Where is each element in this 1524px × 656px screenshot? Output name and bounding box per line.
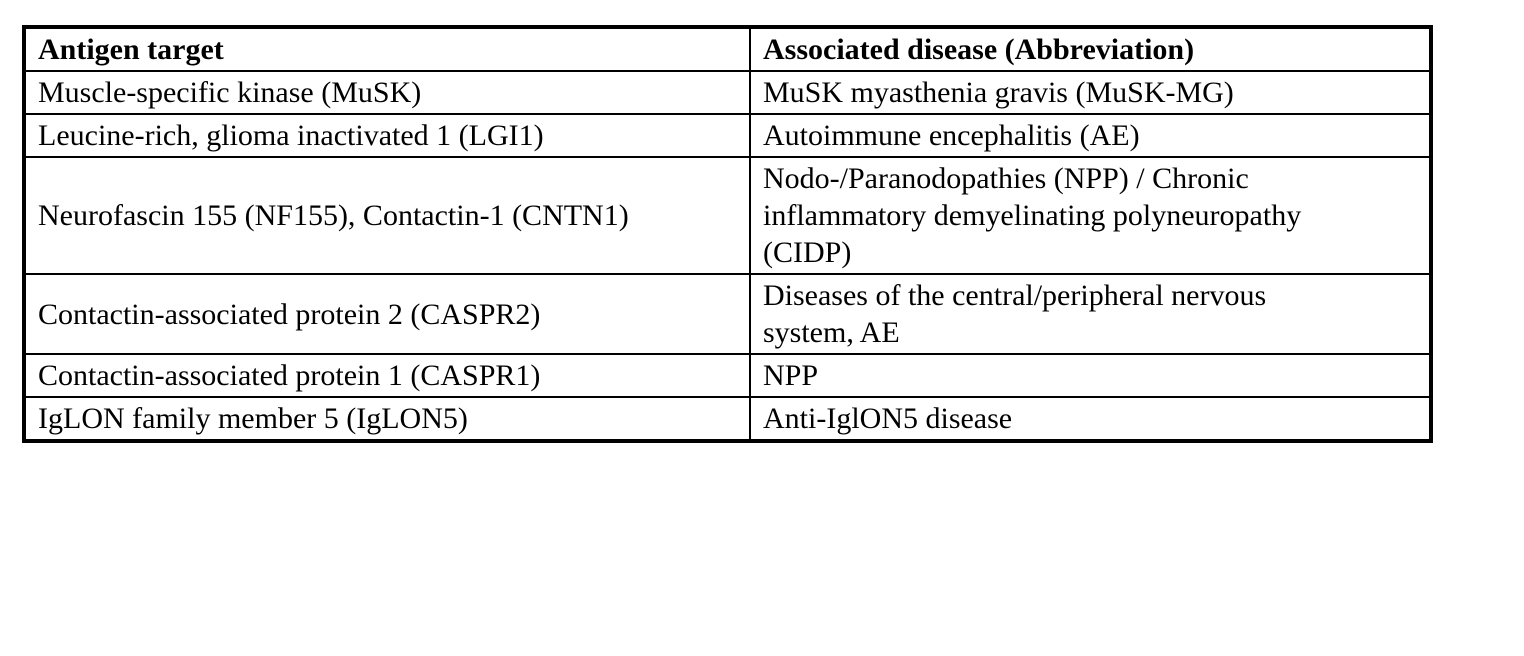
cell-antigen: Leucine-rich, glioma inactivated 1 (LGI1… bbox=[23, 113, 751, 158]
cell-text: IgLON family member 5 (IgLON5) bbox=[38, 402, 468, 435]
cell-antigen: Neurofascin 155 (NF155), Contactin-1 (CN… bbox=[23, 156, 751, 275]
cell-text: Diseases of the central/peripheral nervo… bbox=[763, 279, 1267, 312]
cell-text: Neurofascin 155 (NF155), Contactin-1 (CN… bbox=[38, 199, 629, 232]
column-header-antigen-target: Antigen target bbox=[23, 26, 751, 72]
cell-text: Nodo-/Paranodopathies (NPP) / Chronic bbox=[763, 162, 1249, 195]
cell-antigen: Muscle-specific kinase (MuSK) bbox=[23, 70, 751, 115]
cell-disease: Autoimmune encephalitis (AE) bbox=[749, 113, 1432, 158]
cell-text: system, AE bbox=[763, 316, 900, 349]
table-row: IgLON family member 5 (IgLON5) Anti-IglO… bbox=[23, 396, 1432, 442]
cell-text: Leucine-rich, glioma inactivated 1 (LGI1… bbox=[38, 119, 544, 152]
cell-text: Contactin-associated protein 1 (CASPR1) bbox=[38, 359, 541, 392]
cell-text: (CIDP) bbox=[763, 236, 852, 269]
cell-text: Contactin-associated protein 2 (CASPR2) bbox=[38, 297, 541, 331]
cell-disease: NPP bbox=[749, 353, 1432, 398]
column-header-associated-disease: Associated disease (Abbreviation) bbox=[749, 26, 1432, 72]
cell-text: MuSK myasthenia gravis (MuSK-MG) bbox=[763, 76, 1234, 109]
cell-text: NPP bbox=[763, 359, 819, 392]
cell-disease: Diseases of the central/peripheral nervo… bbox=[749, 273, 1432, 355]
cell-text: Muscle-specific kinase (MuSK) bbox=[38, 76, 422, 109]
antigen-disease-table: Antigen target Associated disease (Abbre… bbox=[22, 25, 1433, 443]
table-row: Contactin-associated protein 1 (CASPR1) … bbox=[23, 353, 1432, 398]
cell-disease: Nodo-/Paranodopathies (NPP) / Chronic in… bbox=[749, 156, 1432, 275]
table-row: Neurofascin 155 (NF155), Contactin-1 (CN… bbox=[23, 156, 1432, 275]
cell-antigen: Contactin-associated protein 1 (CASPR1) bbox=[23, 353, 751, 398]
document-table-container: Antigen target Associated disease (Abbre… bbox=[22, 25, 1433, 443]
cell-antigen: IgLON family member 5 (IgLON5) bbox=[23, 396, 751, 442]
table-row: Muscle-specific kinase (MuSK) MuSK myast… bbox=[23, 70, 1432, 115]
table-header-row: Antigen target Associated disease (Abbre… bbox=[23, 26, 1432, 72]
table-row: Contactin-associated protein 2 (CASPR2) … bbox=[23, 273, 1432, 355]
cell-antigen: Contactin-associated protein 2 (CASPR2) bbox=[23, 273, 751, 355]
cell-text: inflammatory demyelinating polyneuropath… bbox=[763, 199, 1302, 232]
cell-disease: MuSK myasthenia gravis (MuSK-MG) bbox=[749, 70, 1432, 115]
cell-disease: Anti-IglON5 disease bbox=[749, 396, 1432, 442]
table-row: Leucine-rich, glioma inactivated 1 (LGI1… bbox=[23, 113, 1432, 158]
cell-text: Anti-IglON5 disease bbox=[763, 402, 1013, 435]
cell-text: Autoimmune encephalitis (AE) bbox=[763, 119, 1140, 152]
